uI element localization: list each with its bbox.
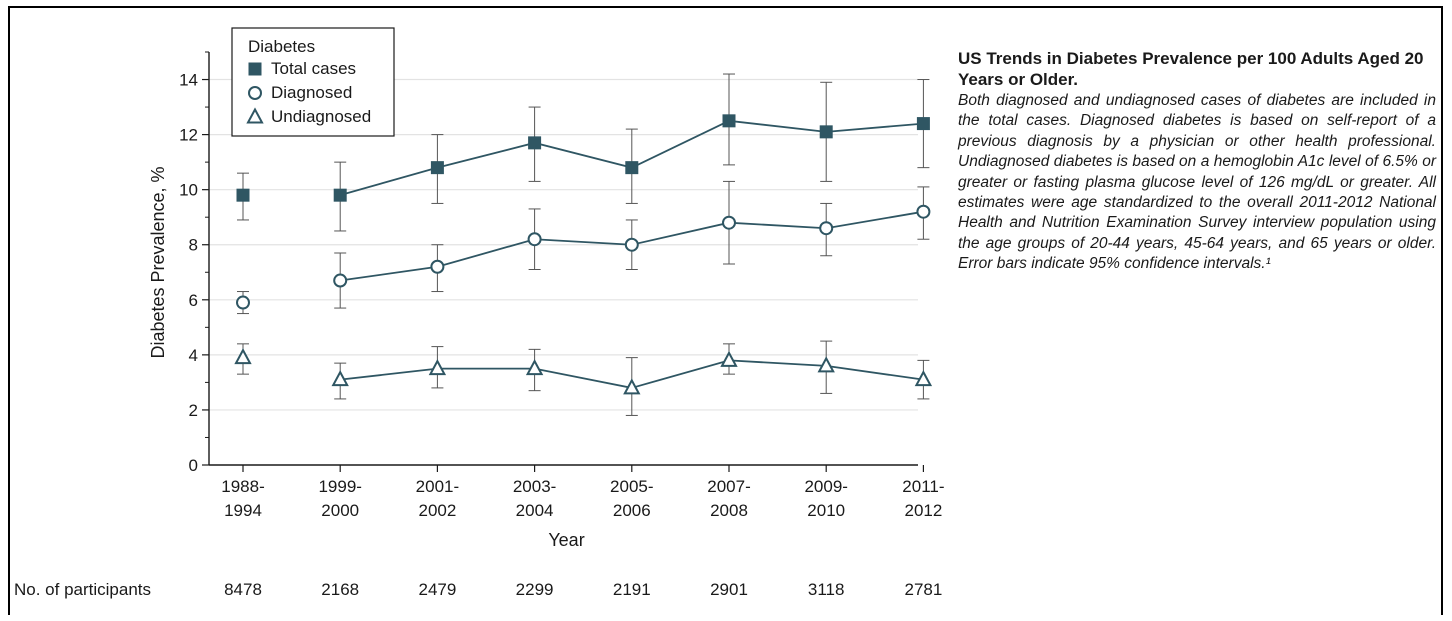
legend-label: Total cases [271, 59, 356, 78]
x-tick-label: 1994 [224, 501, 262, 520]
legend-marker [248, 86, 262, 100]
participants-value: 2901 [710, 580, 748, 599]
y-tick-label: 2 [189, 401, 198, 420]
participants-value: 2479 [418, 580, 456, 599]
diabetes-prevalence-chart: 0 2 4 6 8 10 12 14 1988- 1994 1999- 2000 2001- 2002 20… [14, 27, 945, 599]
participants-values: 8478 2168 2479 2299 2191 2901 3118 2781 [224, 580, 942, 599]
participants-label: No. of participants [14, 580, 151, 599]
legend-title: Diabetes [248, 37, 315, 56]
x-tick-label: 2000 [321, 501, 359, 520]
data-point [914, 370, 933, 387]
x-tick-label: 2002 [418, 501, 456, 520]
participants-value: 2781 [904, 580, 942, 599]
y-tick-label: 14 [179, 71, 198, 90]
data-point [722, 114, 736, 128]
data-point [819, 221, 834, 236]
data-point [916, 204, 931, 219]
y-tick-label: 6 [189, 291, 198, 310]
series-undiagnosed [234, 340, 933, 416]
data-point [428, 359, 447, 376]
x-tick-label: 1999- [318, 477, 361, 496]
data-point [430, 259, 445, 274]
data-point [234, 348, 252, 365]
data-point [722, 215, 736, 230]
x-tick-label: 2012 [904, 501, 942, 520]
caption-title: US Trends in Diabetes Prevalence per 100… [958, 49, 1424, 89]
x-tick-label: 2005- [610, 477, 653, 496]
x-tick-label: 2006 [613, 501, 651, 520]
x-tick-label: 2009- [804, 477, 847, 496]
x-tick-label: 1988- [221, 477, 264, 496]
data-point [817, 356, 835, 373]
series-total-cases [236, 73, 930, 232]
participants-value: 8478 [224, 580, 262, 599]
x-tick-label: 2003- [513, 477, 556, 496]
data-point [236, 188, 250, 202]
data-point [333, 188, 347, 202]
caption-body: Both diagnosed and undiagnosed cases of … [958, 92, 1436, 273]
data-point [333, 273, 348, 288]
data-point [625, 161, 639, 175]
y-tick-label: 0 [189, 456, 198, 475]
data-point [623, 378, 641, 395]
x-tick-label: 2007- [707, 477, 750, 496]
participants-value: 2191 [613, 580, 651, 599]
data-point [236, 295, 250, 310]
x-tick-label: 2004 [516, 501, 554, 520]
legend-label: Diagnosed [271, 83, 352, 102]
data-point [525, 359, 544, 376]
data-point [720, 350, 738, 367]
y-tick-label: 12 [179, 126, 198, 145]
data-point [528, 136, 542, 150]
figure-panel: 0 2 4 6 8 10 12 14 1988- 1994 1999- 2000 2001- 2002 20… [8, 6, 1443, 615]
series-diagnosed [236, 180, 931, 315]
participants-value: 2168 [321, 580, 359, 599]
x-axis-label: Year [548, 530, 584, 550]
data-point [527, 232, 542, 247]
participants-value: 3118 [808, 580, 845, 599]
axes: 0 2 4 6 8 10 12 14 1988- 1994 1999- 2000 2001- 2002 20… [179, 51, 945, 520]
legend-label: Undiagnosed [271, 107, 371, 126]
x-tick-label: 2010 [807, 501, 845, 520]
data-point [819, 125, 833, 139]
y-axis-label: Diabetes Prevalence, % [148, 166, 168, 358]
x-tick-label: 2008 [710, 501, 748, 520]
participants-value: 2299 [516, 580, 554, 599]
legend: Diabetes Total cases Diagnosed Undiagnosed [231, 27, 395, 137]
figure-caption: US Trends in Diabetes Prevalence per 100… [958, 48, 1436, 275]
y-tick-label: 8 [189, 236, 198, 255]
x-tick-label: 2001- [416, 477, 459, 496]
legend-marker [246, 107, 264, 124]
legend-entries: Total cases Diagnosed Undiagnosed [246, 59, 371, 126]
legend-marker [248, 62, 262, 76]
data-point [916, 117, 930, 131]
y-tick-label: 4 [189, 346, 198, 365]
data-point [430, 161, 444, 175]
series-layer [234, 73, 933, 416]
x-tick-label: 2011- [902, 477, 944, 496]
data-point [331, 370, 349, 387]
y-tick-label: 10 [179, 181, 198, 200]
data-point [624, 237, 639, 252]
